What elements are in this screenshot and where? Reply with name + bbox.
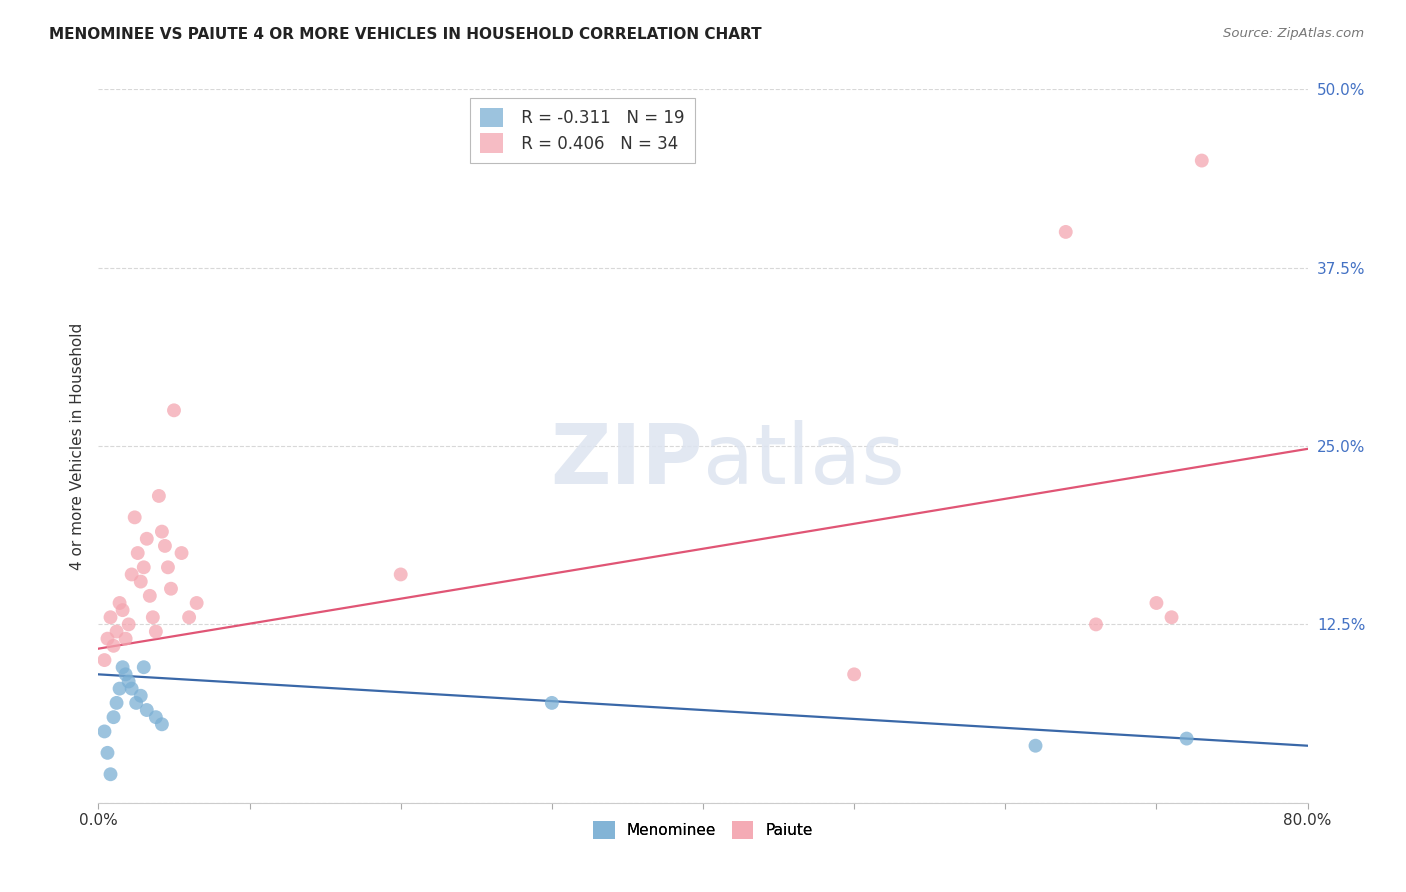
Point [135, 703, 157, 717]
Point [389, 567, 412, 582]
Point [105, 696, 128, 710]
Point [135, 532, 157, 546]
Point [108, 681, 131, 696]
Point [108, 596, 131, 610]
Point [118, 674, 141, 689]
Point [150, 524, 173, 539]
Point [105, 624, 128, 639]
Text: Source: ZipAtlas.com: Source: ZipAtlas.com [1223, 27, 1364, 40]
Point [114, 632, 136, 646]
Point [132, 560, 155, 574]
Point [111, 660, 134, 674]
Point [153, 539, 176, 553]
Point [1085, 617, 1108, 632]
Text: ZIP: ZIP [551, 420, 703, 500]
Point [124, 510, 146, 524]
Point [125, 696, 148, 710]
Point [156, 560, 179, 574]
Point [111, 603, 134, 617]
Point [129, 689, 152, 703]
Point [142, 610, 165, 624]
Point [148, 489, 170, 503]
Point [150, 717, 173, 731]
Point [1054, 225, 1077, 239]
Point [93, 653, 115, 667]
Point [118, 617, 141, 632]
Point [1175, 731, 1198, 746]
Point [103, 639, 125, 653]
Y-axis label: 4 or more Vehicles in Household: 4 or more Vehicles in Household [69, 322, 84, 570]
Point [145, 624, 167, 639]
Point [96, 632, 118, 646]
Point [160, 582, 183, 596]
Point [540, 696, 562, 710]
Point [132, 660, 155, 674]
Point [96, 746, 118, 760]
Point [127, 546, 149, 560]
Point [163, 403, 186, 417]
Point [114, 667, 136, 681]
Legend: Menominee, Paiute: Menominee, Paiute [588, 815, 818, 845]
Point [1160, 610, 1182, 624]
Point [100, 610, 122, 624]
Point [93, 724, 115, 739]
Point [1144, 596, 1167, 610]
Point [121, 681, 143, 696]
Point [100, 767, 122, 781]
Point [170, 546, 193, 560]
Point [139, 589, 162, 603]
Point [121, 567, 143, 582]
Point [129, 574, 152, 589]
Point [844, 667, 866, 681]
Text: atlas: atlas [703, 420, 904, 500]
Point [1191, 153, 1213, 168]
Point [145, 710, 167, 724]
Text: MENOMINEE VS PAIUTE 4 OR MORE VEHICLES IN HOUSEHOLD CORRELATION CHART: MENOMINEE VS PAIUTE 4 OR MORE VEHICLES I… [49, 27, 762, 42]
Point [103, 710, 125, 724]
Point [179, 610, 201, 624]
Point [186, 596, 208, 610]
Point [1024, 739, 1046, 753]
